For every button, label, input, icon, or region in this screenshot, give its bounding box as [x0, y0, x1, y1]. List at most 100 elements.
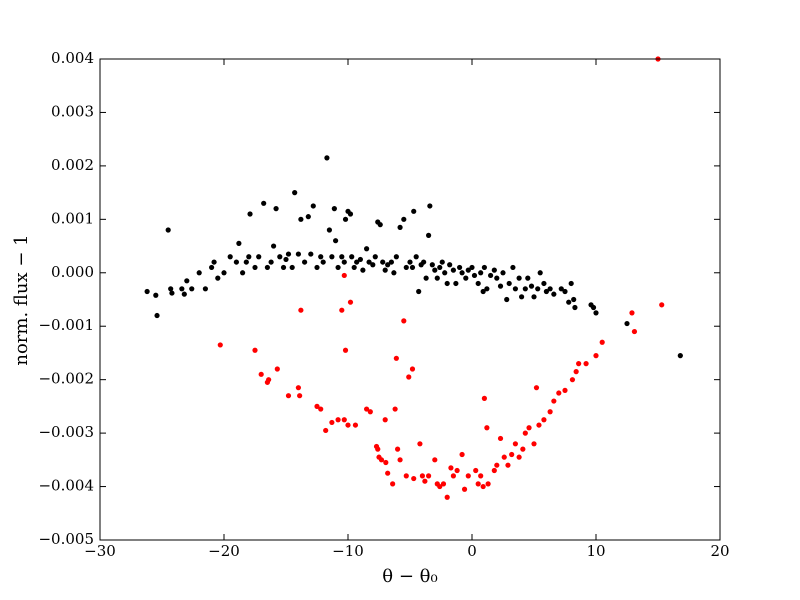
- point: [395, 446, 401, 452]
- point: [488, 272, 494, 279]
- point: [457, 264, 463, 271]
- point: [406, 374, 412, 380]
- point: [448, 465, 454, 471]
- point: [459, 270, 465, 276]
- point: [298, 216, 304, 222]
- point: [432, 267, 438, 273]
- point: [419, 473, 425, 479]
- point: [426, 473, 432, 479]
- point: [551, 291, 557, 297]
- point: [562, 288, 568, 295]
- point: [409, 366, 416, 372]
- point: [227, 254, 233, 260]
- point: [541, 417, 547, 423]
- point: [184, 278, 190, 284]
- point: [391, 270, 397, 276]
- point: [349, 254, 355, 260]
- point: [342, 216, 349, 222]
- point: [339, 307, 345, 313]
- point: [377, 222, 383, 228]
- point: [283, 256, 289, 263]
- point: [285, 393, 292, 399]
- point: [202, 286, 208, 292]
- point: [454, 467, 460, 474]
- point: [393, 254, 399, 260]
- y-tick-label: 0.004: [51, 49, 94, 67]
- point: [478, 473, 484, 479]
- point: [221, 270, 227, 276]
- point: [541, 280, 547, 287]
- point: [333, 238, 339, 244]
- point: [459, 451, 465, 458]
- point: [341, 259, 347, 265]
- plot-area: [144, 56, 683, 500]
- point: [624, 320, 630, 327]
- point: [179, 286, 185, 292]
- point: [385, 262, 391, 268]
- point: [331, 206, 337, 212]
- point: [329, 419, 335, 426]
- point: [403, 473, 409, 479]
- point: [677, 353, 683, 359]
- point: [246, 254, 252, 260]
- point: [397, 224, 403, 230]
- point: [533, 385, 540, 391]
- point: [590, 304, 597, 311]
- point: [558, 286, 564, 292]
- point: [427, 203, 433, 209]
- point: [297, 393, 303, 399]
- point: [382, 417, 388, 423]
- point: [484, 286, 490, 292]
- point: [442, 270, 448, 276]
- point: [437, 264, 443, 271]
- y-tick-label: −0.005: [38, 530, 94, 548]
- point: [380, 259, 386, 265]
- point: [520, 446, 526, 452]
- point: [469, 264, 475, 271]
- point: [480, 483, 486, 490]
- point: [153, 292, 159, 298]
- point: [583, 361, 589, 367]
- point: [318, 406, 324, 412]
- point: [528, 283, 535, 289]
- y-tick-label: 0.002: [51, 156, 94, 174]
- point: [401, 216, 407, 222]
- point: [383, 459, 389, 466]
- point: [354, 259, 360, 265]
- point: [531, 294, 537, 300]
- point: [481, 264, 487, 271]
- point: [305, 214, 311, 220]
- point: [631, 328, 638, 335]
- point: [360, 267, 366, 273]
- point: [429, 262, 435, 268]
- point: [576, 361, 582, 367]
- point: [481, 395, 487, 401]
- point: [473, 467, 479, 474]
- point: [471, 272, 478, 279]
- point: [516, 454, 522, 460]
- point: [280, 264, 287, 271]
- point: [494, 462, 500, 468]
- point: [310, 203, 316, 209]
- point: [397, 457, 403, 463]
- point: [421, 259, 427, 265]
- point: [551, 398, 557, 404]
- x-axis-label: θ − θ₀: [382, 566, 437, 587]
- point: [407, 259, 413, 265]
- point: [547, 409, 553, 415]
- point: [485, 481, 491, 487]
- point: [298, 307, 304, 313]
- point: [506, 280, 512, 287]
- point: [217, 342, 223, 348]
- point: [390, 481, 396, 487]
- point: [271, 243, 277, 249]
- point: [382, 267, 388, 273]
- point: [378, 457, 385, 463]
- point: [573, 369, 579, 375]
- point: [599, 339, 605, 345]
- point: [562, 387, 568, 393]
- point: [411, 208, 417, 214]
- point: [342, 347, 349, 353]
- point: [308, 251, 314, 257]
- point: [536, 422, 542, 428]
